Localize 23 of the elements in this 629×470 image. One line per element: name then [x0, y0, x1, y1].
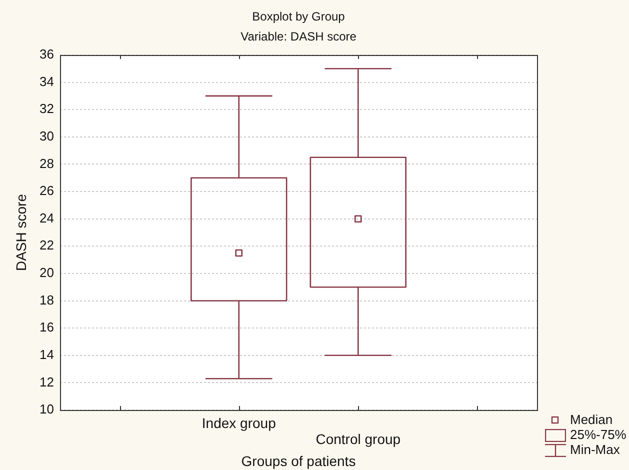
y-tick-label: 36	[40, 46, 54, 62]
y-tick-label: 26	[40, 183, 54, 198]
y-tick-label: 30	[40, 128, 54, 144]
text: Min-Max	[570, 442, 620, 458]
y-tick-label: 34	[40, 74, 54, 89]
chart-title: Boxplot by Group	[252, 9, 346, 24]
y-tick-label: 20	[40, 265, 54, 280]
y-tick-label: 24	[40, 210, 54, 226]
y-tick-label: 16	[40, 320, 54, 335]
y-tick-label: 14	[40, 346, 54, 362]
y-tick-label: 12	[40, 374, 54, 390]
chart-subtitle: Variable: DASH score	[240, 29, 357, 44]
x-tick-label: Index group	[202, 414, 276, 431]
y-tick-label: 22	[40, 238, 54, 253]
x-axis-title: Groups of patients	[241, 452, 356, 469]
y-tick-label: 32	[40, 101, 54, 116]
y-tick-label: 18	[40, 292, 54, 308]
y-tick-label: 10	[40, 402, 54, 417]
text: 25%-75%	[570, 427, 626, 443]
x-tick-label: Control group	[316, 430, 401, 447]
text: Median	[570, 412, 613, 428]
y-axis-title: DASH score	[12, 194, 29, 272]
y-tick-label: 28	[40, 156, 54, 171]
